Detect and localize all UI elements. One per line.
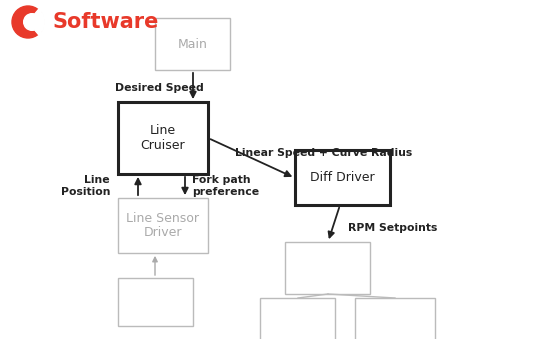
Bar (118, 102, 208, 174)
Text: Line Sensor
Driver: Line Sensor Driver (126, 212, 200, 239)
Text: Fork path
preference: Fork path preference (192, 175, 259, 197)
Bar (155, 18, 230, 70)
Circle shape (24, 14, 40, 30)
Text: Line
Position: Line Position (60, 175, 110, 197)
Bar (118, 278, 193, 326)
Bar (118, 198, 208, 253)
Text: RPM Setpoints: RPM Setpoints (348, 223, 437, 233)
Wedge shape (28, 9, 45, 35)
Bar (295, 150, 390, 205)
Bar (260, 298, 335, 339)
Text: Diff Driver: Diff Driver (310, 171, 375, 184)
Text: Desired Speed: Desired Speed (115, 83, 204, 93)
Circle shape (12, 6, 44, 38)
Text: Main: Main (178, 38, 207, 51)
Bar (285, 242, 370, 294)
Text: Linear Speed + Curve Radius: Linear Speed + Curve Radius (235, 148, 412, 158)
Bar (355, 298, 435, 339)
Text: Software: Software (52, 12, 158, 32)
Text: Line
Cruiser: Line Cruiser (141, 124, 185, 152)
